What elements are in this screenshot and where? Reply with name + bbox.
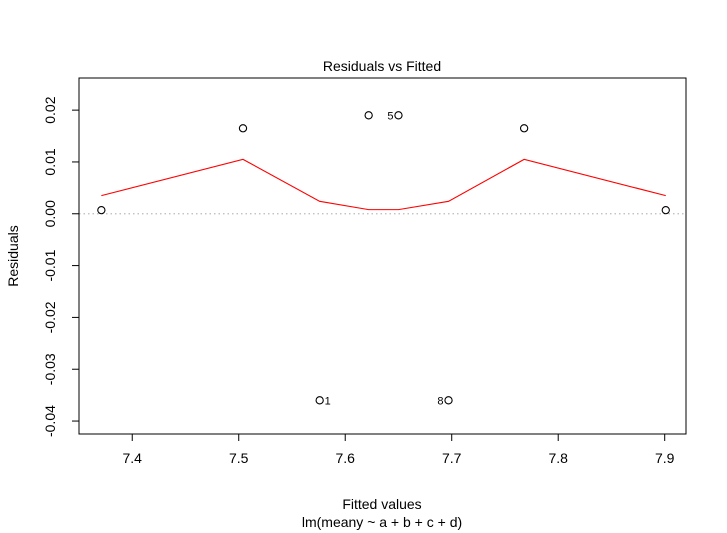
x-tick-label: 7.8 (548, 450, 568, 466)
x-tick-label: 7.7 (442, 450, 462, 466)
data-point (519, 124, 529, 133)
data-point (661, 205, 670, 215)
data-point (97, 205, 106, 215)
point-label: 1 (325, 395, 331, 407)
y-tick-label: -0.03 (42, 353, 58, 385)
y-tick-label: -0.02 (42, 301, 58, 333)
x-axis-label: Fitted values (342, 496, 421, 512)
data-point (315, 396, 324, 405)
x-tick-label: 7.9 (655, 450, 675, 466)
x-tick-label: 7.4 (123, 450, 143, 466)
y-tick-label: 0.02 (42, 96, 58, 123)
y-tick-label: 0.00 (42, 200, 58, 227)
data-point (364, 111, 373, 120)
y-tick-label: -0.01 (42, 249, 58, 281)
y-axis-label: Residuals (5, 225, 21, 286)
point-label: 8 (437, 395, 443, 407)
y-tick-label: -0.04 (42, 405, 58, 437)
data-point (394, 111, 403, 120)
chart-title: Residuals vs Fitted (323, 58, 441, 74)
x-tick-label: 7.5 (229, 450, 249, 466)
smooth-line (101, 158, 666, 211)
y-tick-label: 0.01 (42, 148, 58, 175)
chart-subtitle: lm(meany ~ a + b + c + d) (302, 514, 462, 530)
plot-frame (78, 77, 687, 435)
data-point (238, 124, 248, 133)
point-label: 5 (387, 110, 393, 122)
data-point (444, 396, 453, 405)
x-tick-label: 7.6 (335, 450, 355, 466)
